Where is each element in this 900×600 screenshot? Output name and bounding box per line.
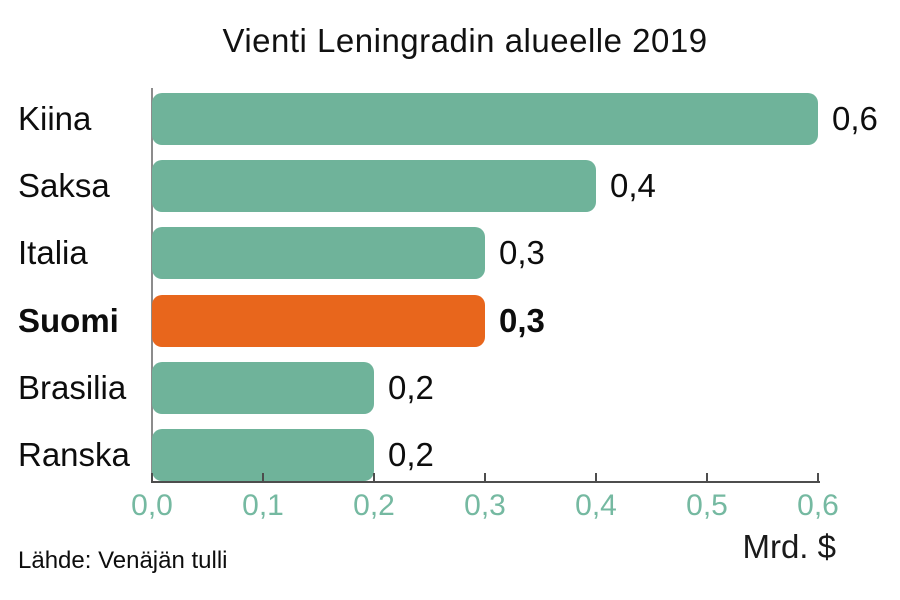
bar-row-kiina: Kiina 0,6	[0, 93, 900, 145]
x-tick-0,4	[595, 473, 597, 481]
chart-title: Vienti Leningradin alueelle 2019	[222, 22, 708, 59]
bar-ranska	[152, 429, 374, 481]
x-tick-0,0	[151, 473, 153, 481]
category-label-kiina: Kiina	[18, 100, 92, 137]
x-tick-0,2	[373, 473, 375, 481]
x-tick-label-0,3: 0,3	[464, 489, 506, 522]
source-label: Lähde: Venäjän tulli	[18, 547, 228, 574]
bar-suomi	[152, 295, 485, 347]
value-label-brasilia: 0,2	[388, 369, 434, 406]
x-tick-label-0,0: 0,0	[131, 489, 173, 522]
category-label-saksa: Saksa	[18, 167, 110, 204]
x-tick-label-0,5: 0,5	[686, 489, 728, 522]
value-label-saksa: 0,4	[610, 167, 656, 204]
x-tick-0,5	[706, 473, 708, 481]
x-axis-line	[151, 481, 820, 483]
category-label-ranska: Ranska	[18, 436, 130, 473]
category-label-italia: Italia	[18, 234, 88, 271]
bar-row-saksa: Saksa 0,4	[0, 160, 900, 212]
x-tick-0,6	[817, 473, 819, 481]
bar-row-italia: Italia 0,3	[0, 227, 900, 279]
bar-brasilia	[152, 362, 374, 414]
bar-row-ranska: Ranska 0,2	[0, 429, 900, 481]
bar-kiina	[152, 93, 818, 145]
category-label-brasilia: Brasilia	[18, 369, 127, 406]
bar-italia	[152, 227, 485, 279]
x-tick-label-0,2: 0,2	[353, 489, 395, 522]
bar-row-suomi: Suomi 0,3	[0, 295, 900, 347]
x-axis-unit-label: Mrd. $	[742, 528, 836, 565]
value-label-kiina: 0,6	[832, 100, 878, 137]
x-tick-label-0,4: 0,4	[575, 489, 617, 522]
bar-row-brasilia: Brasilia 0,2	[0, 362, 900, 414]
x-tick-0,3	[484, 473, 486, 481]
x-tick-label-0,6: 0,6	[797, 489, 839, 522]
x-tick-0,1	[262, 473, 264, 481]
y-axis-line	[151, 88, 153, 483]
category-label-suomi: Suomi	[18, 302, 119, 339]
value-label-suomi: 0,3	[499, 302, 545, 339]
x-tick-label-0,1: 0,1	[242, 489, 284, 522]
value-label-ranska: 0,2	[388, 436, 434, 473]
bar-saksa	[152, 160, 596, 212]
value-label-italia: 0,3	[499, 234, 545, 271]
